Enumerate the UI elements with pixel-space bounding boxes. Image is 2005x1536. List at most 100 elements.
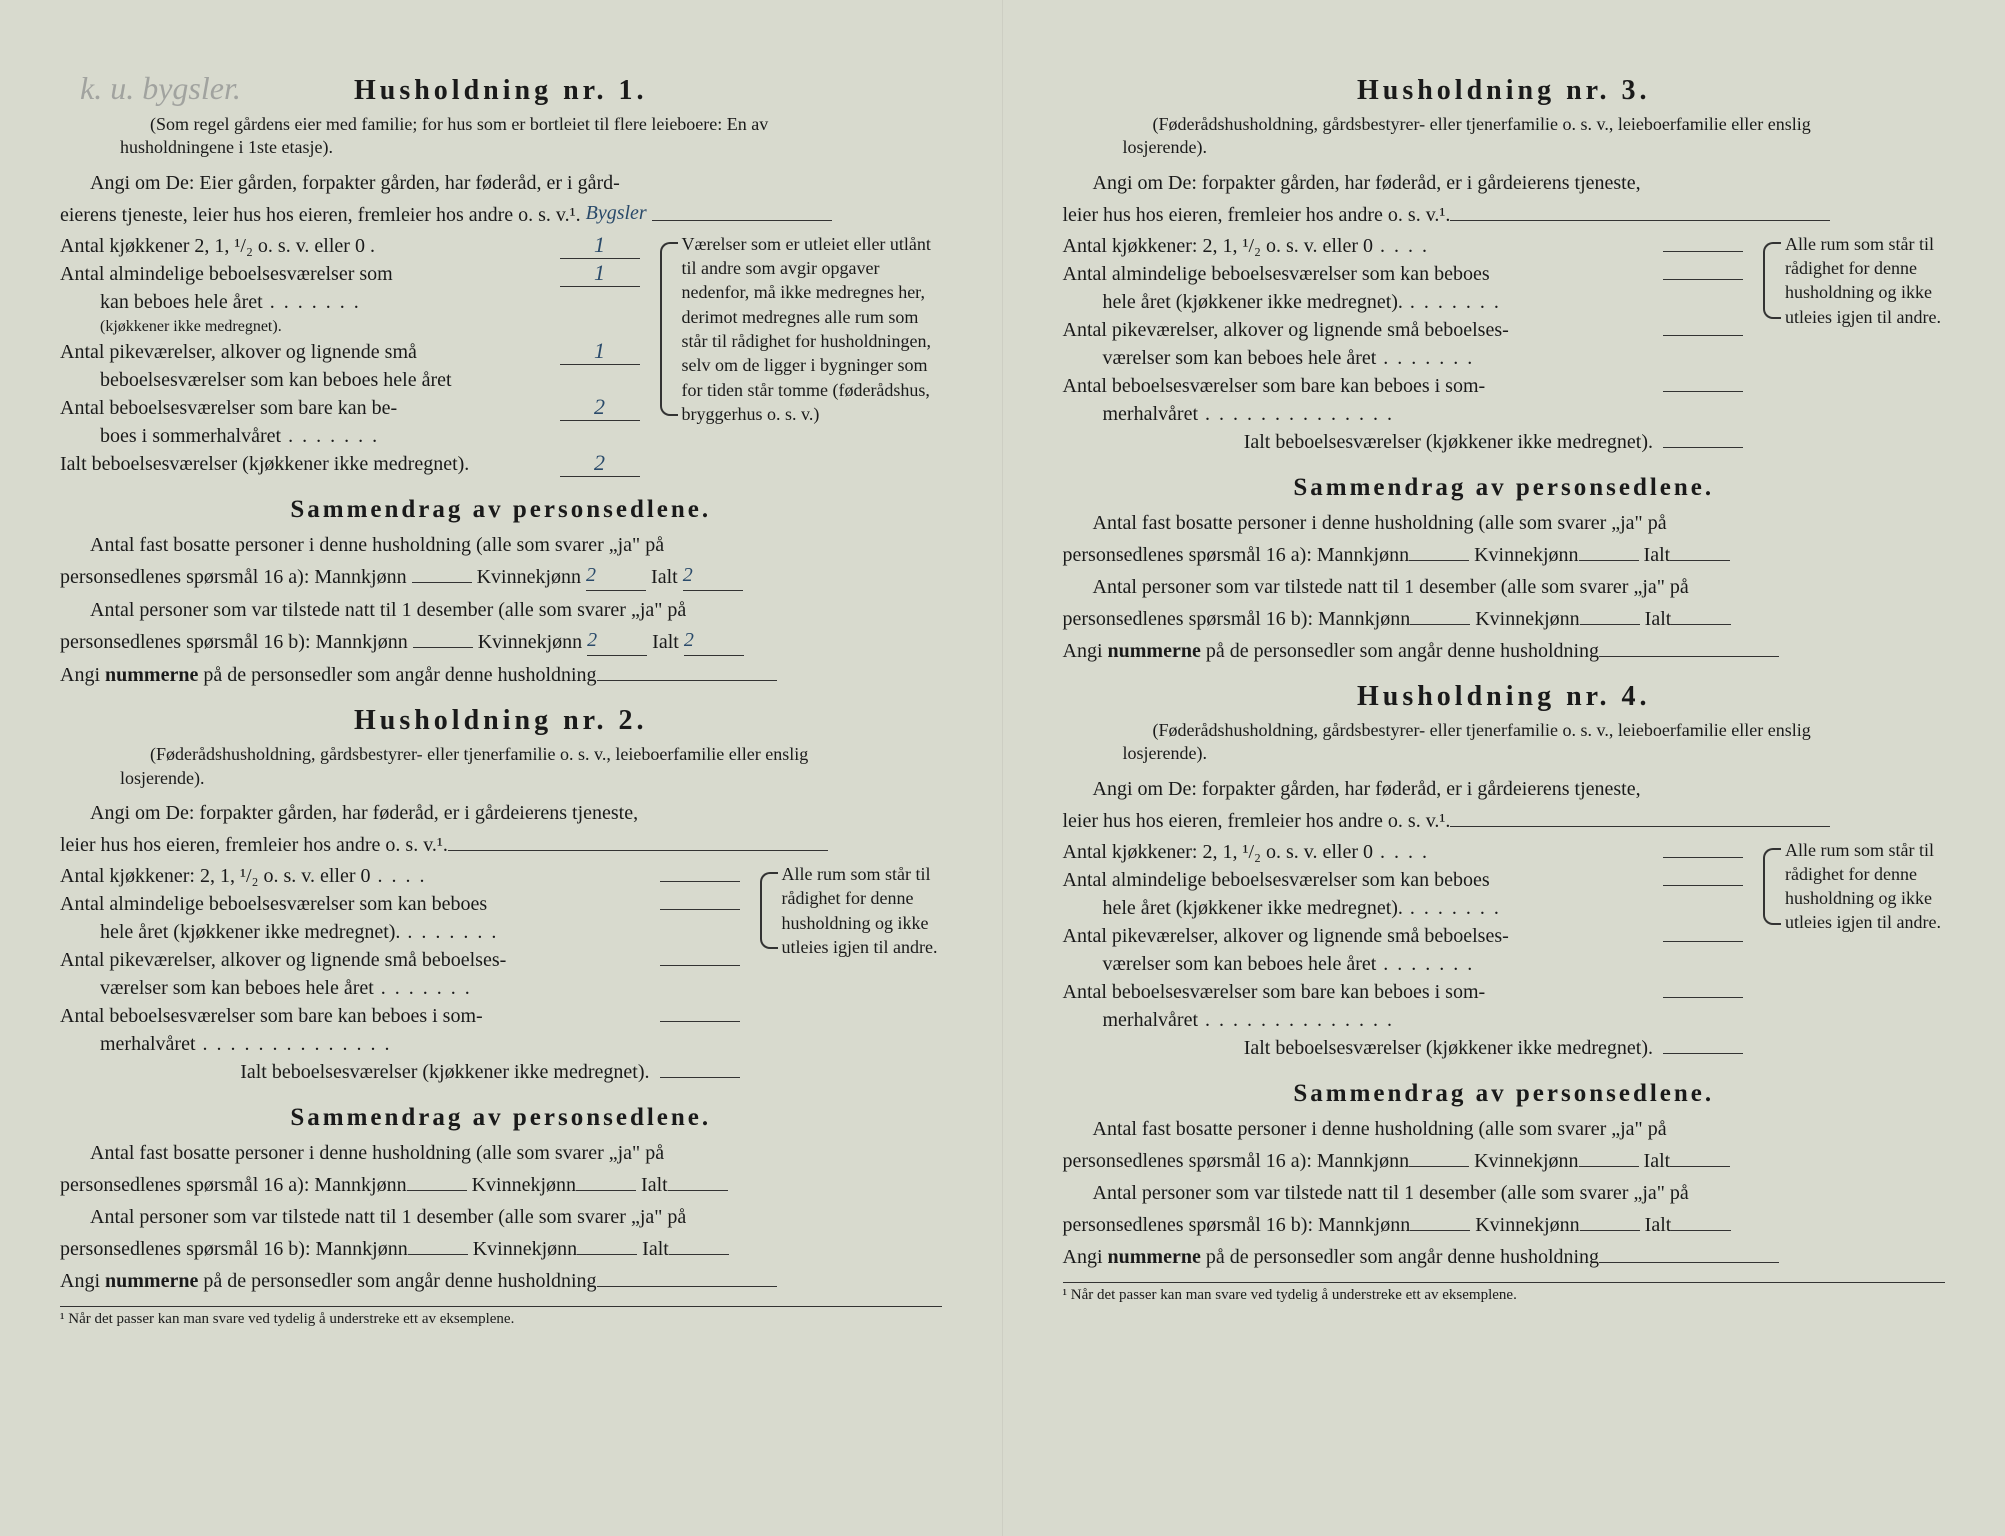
h3-subtitle: (Føderådshusholdning, gårdsbestyrer- ell… bbox=[1123, 113, 1886, 160]
footnote-right: ¹ Når det passer kan man svare ved tydel… bbox=[1063, 1282, 1946, 1304]
h1-ialt-label: Ialt beboelsesværelser (kjøkkener ikke m… bbox=[60, 450, 550, 478]
h4-s2-mann bbox=[1410, 1230, 1470, 1231]
h3-alm-row: Antal almindelige beboelsesværelser som … bbox=[1063, 260, 1744, 316]
h4-alm-label: Antal almindelige beboelsesværelser som … bbox=[1063, 866, 1654, 922]
dots-icon bbox=[1198, 403, 1296, 425]
h1-alm2: kan beboes hele året bbox=[100, 291, 263, 313]
h1-num-pre: Angi bbox=[60, 664, 105, 686]
h2-s1b: personsedlenes spørsmål 16 a): Mannkjønn… bbox=[60, 1170, 942, 1200]
h3-s2-mann bbox=[1410, 624, 1470, 625]
h2-pike1: Antal pikeværelser, alkover og lignende … bbox=[60, 949, 506, 971]
h2-s1-ialtlbl: Ialt bbox=[641, 1174, 668, 1196]
h3-sommer2: merhalvåret bbox=[1103, 403, 1199, 425]
dots-icon bbox=[1198, 1009, 1296, 1031]
h2-sommer-label: Antal beboelsesværelser som bare kan beb… bbox=[60, 1002, 650, 1058]
h4-sommer1: Antal beboelsesværelser som bare kan beb… bbox=[1063, 981, 1486, 1003]
h4-s2b-text: personsedlenes spørsmål 16 b): Mannkjønn bbox=[1063, 1214, 1411, 1236]
h3-s1b-text: personsedlenes spørsmål 16 a): Mannkjønn bbox=[1063, 544, 1410, 566]
h2-ialt-val bbox=[660, 1077, 740, 1078]
h1-num-suf: på de personsedler som angår denne husho… bbox=[198, 664, 596, 686]
h1-s2-mann bbox=[413, 647, 473, 648]
h1-sommer-val: 2 bbox=[560, 394, 640, 421]
dots-icon bbox=[1296, 403, 1394, 425]
h1-sommer-row: Antal beboelsesværelser som bare kan be-… bbox=[60, 394, 640, 450]
h4-alm1: Antal almindelige beboelsesværelser som … bbox=[1063, 869, 1490, 891]
h3-s1-mann bbox=[1409, 560, 1469, 561]
h3-angi1: Angi om De: forpakter gården, har føderå… bbox=[1063, 168, 1946, 198]
h2-pike-val bbox=[660, 965, 740, 966]
h4-s2-kvinne bbox=[1580, 1230, 1640, 1231]
h1-s2b-text: personsedlenes spørsmål 16 b): Mannkjønn bbox=[60, 631, 408, 653]
h1-s1b: personsedlenes spørsmål 16 a): Mannkjønn… bbox=[60, 562, 942, 593]
h1-angi-line bbox=[652, 220, 832, 221]
h3-ialt-val bbox=[1663, 447, 1743, 448]
h3-s2-ialt bbox=[1671, 624, 1731, 625]
h3-alm2-wrap: hele året (kjøkkener ikke medregnet). bbox=[1103, 288, 1654, 316]
h1-pike1: Antal pikeværelser, alkover og lignende … bbox=[60, 341, 417, 363]
h3-alm-val bbox=[1663, 279, 1743, 280]
h3-angi-line bbox=[1450, 220, 1830, 221]
h2-sommer1: Antal beboelsesværelser som bare kan beb… bbox=[60, 1005, 483, 1027]
h3-angi2: leier hus hos eieren, fremleier hos andr… bbox=[1063, 200, 1946, 230]
h2-num-pre: Angi bbox=[60, 1270, 105, 1292]
h1-s1: Antal fast bosatte personer i denne hush… bbox=[60, 530, 942, 560]
h2-alm2-wrap: hele året (kjøkkener ikke medregnet). bbox=[100, 918, 650, 946]
h2-sommer-row: Antal beboelsesværelser som bare kan beb… bbox=[60, 1002, 740, 1058]
h1-ialt-val: 2 bbox=[560, 450, 640, 477]
h3-s2: Antal personer som var tilstede natt til… bbox=[1063, 572, 1946, 602]
dots-icon bbox=[1296, 1009, 1394, 1031]
h3-num-bold: nummerne bbox=[1108, 640, 1201, 662]
h1-pike2: beboelsesværelser som kan beboes hele år… bbox=[100, 366, 550, 394]
h1-kjokken-row: Antal kjøkkener 2, 1, ¹/₂ o. s. v. eller… bbox=[60, 232, 640, 260]
h3-s2-ialtlbl: Ialt bbox=[1645, 608, 1672, 630]
h2-s1-ialt bbox=[668, 1190, 728, 1191]
h2-sommer2-wrap: merhalvåret bbox=[100, 1030, 650, 1058]
h1-s1-mann bbox=[412, 582, 472, 583]
h2-alm2: hele året (kjøkkener ikke medregnet). bbox=[100, 921, 400, 943]
h3-sommer1: Antal beboelsesværelser som bare kan beb… bbox=[1063, 375, 1486, 397]
h3-s1-kvlbl: Kvinnekjønn bbox=[1474, 544, 1578, 566]
h1-sommer1: Antal beboelsesværelser som bare kan be- bbox=[60, 397, 397, 419]
h3-num: Angi nummerne på de personsedler som ang… bbox=[1063, 636, 1946, 666]
h3-kjokken-label: Antal kjøkkener: 2, 1, ¹/₂ o. s. v. elle… bbox=[1063, 232, 1654, 260]
h2-ialt-row: Ialt beboelsesværelser (kjøkkener ikke m… bbox=[60, 1058, 740, 1086]
h1-s2b: personsedlenes spørsmål 16 b): Mannkjønn… bbox=[60, 627, 942, 658]
h4-sidebar: Alle rum som står til rådighet for denne… bbox=[1763, 838, 1945, 935]
h2-angi2-text: leier hus hos eieren, fremleier hos andr… bbox=[60, 834, 448, 856]
dots-icon bbox=[1376, 953, 1474, 975]
h4-s1-kvinne bbox=[1579, 1166, 1639, 1167]
dots-icon bbox=[294, 1033, 392, 1055]
h2-pike2: værelser som kan beboes hele året bbox=[100, 977, 374, 999]
h4-angi2-text: leier hus hos eieren, fremleier hos andr… bbox=[1063, 810, 1451, 832]
h1-s1-ialt: 2 bbox=[683, 560, 743, 591]
h3-title: Husholdning nr. 3. bbox=[1063, 75, 1946, 107]
h3-ialt-row: Ialt beboelsesværelser (kjøkkener ikke m… bbox=[1063, 428, 1744, 456]
h3-s1-ialtlbl: Ialt bbox=[1644, 544, 1671, 566]
h4-s1: Antal fast bosatte personer i denne hush… bbox=[1063, 1114, 1946, 1144]
h1-subtitle: (Som regel gårdens eier med familie; for… bbox=[120, 113, 882, 160]
h3-summary-title: Sammendrag av personsedlene. bbox=[1063, 474, 1946, 502]
h3-s2b: personsedlenes spørsmål 16 b): Mannkjønn… bbox=[1063, 604, 1946, 634]
h2-num-line bbox=[597, 1286, 777, 1287]
h4-s1b-text: personsedlenes spørsmål 16 a): Mannkjønn bbox=[1063, 1150, 1410, 1172]
h2-alm-val bbox=[660, 909, 740, 910]
h4-ialt-val bbox=[1663, 1053, 1743, 1054]
h1-alm-val: 1 bbox=[560, 260, 640, 287]
h1-sommer2: boes i sommerhalvåret bbox=[100, 425, 281, 447]
h4-kjokken-val bbox=[1663, 857, 1743, 858]
h4-rooms: Antal kjøkkener: 2, 1, ¹/₂ o. s. v. elle… bbox=[1063, 838, 1946, 1062]
h1-s2-kvlbl: Kvinnekjønn bbox=[478, 631, 582, 653]
h2-s1-kvlbl: Kvinnekjønn bbox=[472, 1174, 576, 1196]
h3-s1-ialt bbox=[1670, 560, 1730, 561]
h4-num-pre: Angi bbox=[1063, 1246, 1108, 1268]
h4-pike-val bbox=[1663, 941, 1743, 942]
h4-sommer-label: Antal beboelsesværelser som bare kan beb… bbox=[1063, 978, 1654, 1034]
h1-num-line bbox=[597, 680, 777, 681]
h3-kjokken-row: Antal kjøkkener: 2, 1, ¹/₂ o. s. v. elle… bbox=[1063, 232, 1744, 260]
h3-num-line bbox=[1599, 656, 1779, 657]
dots-icon bbox=[1373, 235, 1429, 257]
h2-num-bold: nummerne bbox=[105, 1270, 198, 1292]
h3-rooms-left: Antal kjøkkener: 2, 1, ¹/₂ o. s. v. elle… bbox=[1063, 232, 1744, 456]
h4-summary-title: Sammendrag av personsedlene. bbox=[1063, 1080, 1946, 1108]
h4-angi-line bbox=[1450, 826, 1830, 827]
